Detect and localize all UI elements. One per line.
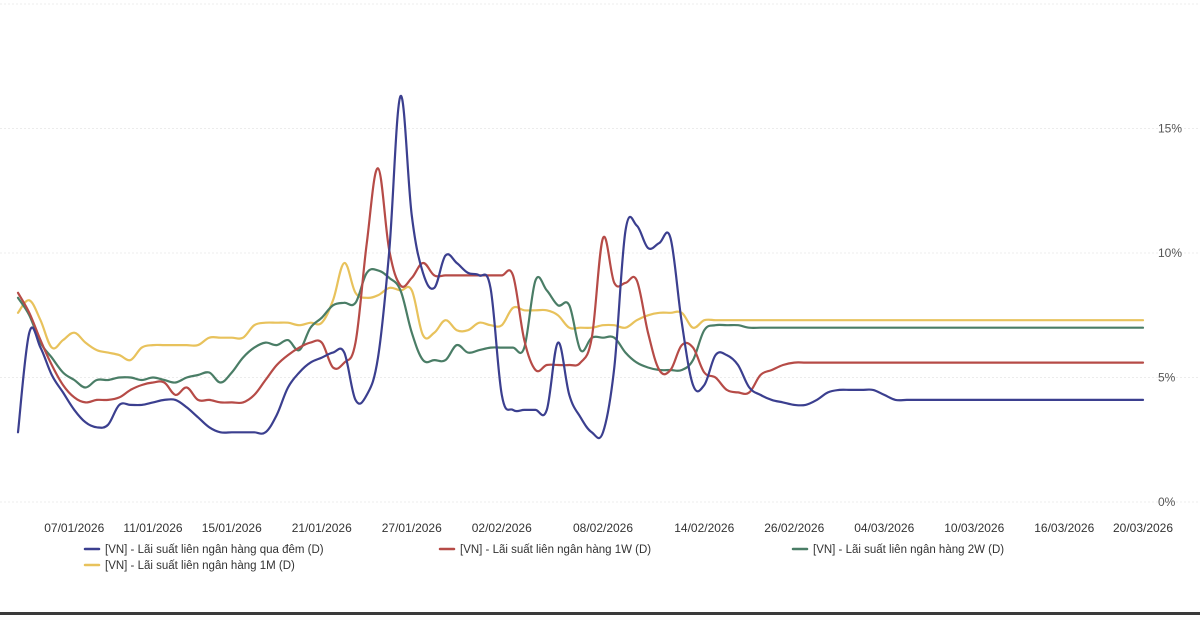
x-tick-label: 07/01/2026	[44, 521, 104, 535]
series-line-2	[16, 167, 1145, 405]
y-tick-label: 15%	[1158, 122, 1182, 136]
series-line-4	[16, 261, 1145, 362]
x-tick-label: 26/02/2026	[764, 521, 824, 535]
legend-label: [VN] - Lãi suất liên ngân hàng qua đêm (…	[105, 544, 324, 556]
series-line-1	[16, 94, 1145, 440]
x-tick-label: 10/03/2026	[944, 521, 1004, 535]
x-tick-label: 15/01/2026	[202, 521, 262, 535]
y-tick-label: 0%	[1158, 495, 1176, 509]
legend-item-4[interactable]: [VN] - Lãi suất liên ngân hàng 1M (D)	[83, 560, 295, 572]
y-tick-label: 5%	[1158, 371, 1176, 385]
legend-label: [VN] - Lãi suất liên ngân hàng 1W (D)	[460, 544, 651, 556]
y-axis-ticks: 0% 5% 10% 15%	[1158, 122, 1182, 510]
x-tick-label: 27/01/2026	[382, 521, 442, 535]
y-tick-label: 10%	[1158, 246, 1182, 260]
legend-item-3[interactable]: [VN] - Lãi suất liên ngân hàng 2W (D)	[791, 544, 1004, 556]
x-tick-label: 04/03/2026	[854, 521, 914, 535]
legend-label: [VN] - Lãi suất liên ngân hàng 1M (D)	[105, 560, 295, 572]
legend[interactable]: [VN] - Lãi suất liên ngân hàng qua đêm (…	[83, 544, 1004, 572]
x-tick-label: 11/01/2026	[123, 521, 182, 535]
series-line-3	[16, 268, 1145, 389]
bottom-border	[0, 612, 1200, 615]
x-tick-label: 21/01/2026	[292, 521, 352, 535]
x-tick-label: 08/02/2026	[573, 521, 633, 535]
x-tick-label: 20/03/2026	[1113, 521, 1173, 535]
series-lines	[16, 94, 1145, 440]
legend-label: [VN] - Lãi suất liên ngân hàng 2W (D)	[813, 544, 1004, 556]
x-tick-label: 14/02/2026	[674, 521, 734, 535]
x-tick-label: 02/02/2026	[472, 521, 532, 535]
x-tick-label: 16/03/2026	[1034, 521, 1094, 535]
legend-item-2[interactable]: [VN] - Lãi suất liên ngân hàng 1W (D)	[438, 544, 651, 556]
legend-item-1[interactable]: [VN] - Lãi suất liên ngân hàng qua đêm (…	[83, 544, 324, 556]
x-axis-ticks: 07/01/2026 11/01/2026 15/01/2026 21/01/2026…	[44, 521, 1173, 535]
